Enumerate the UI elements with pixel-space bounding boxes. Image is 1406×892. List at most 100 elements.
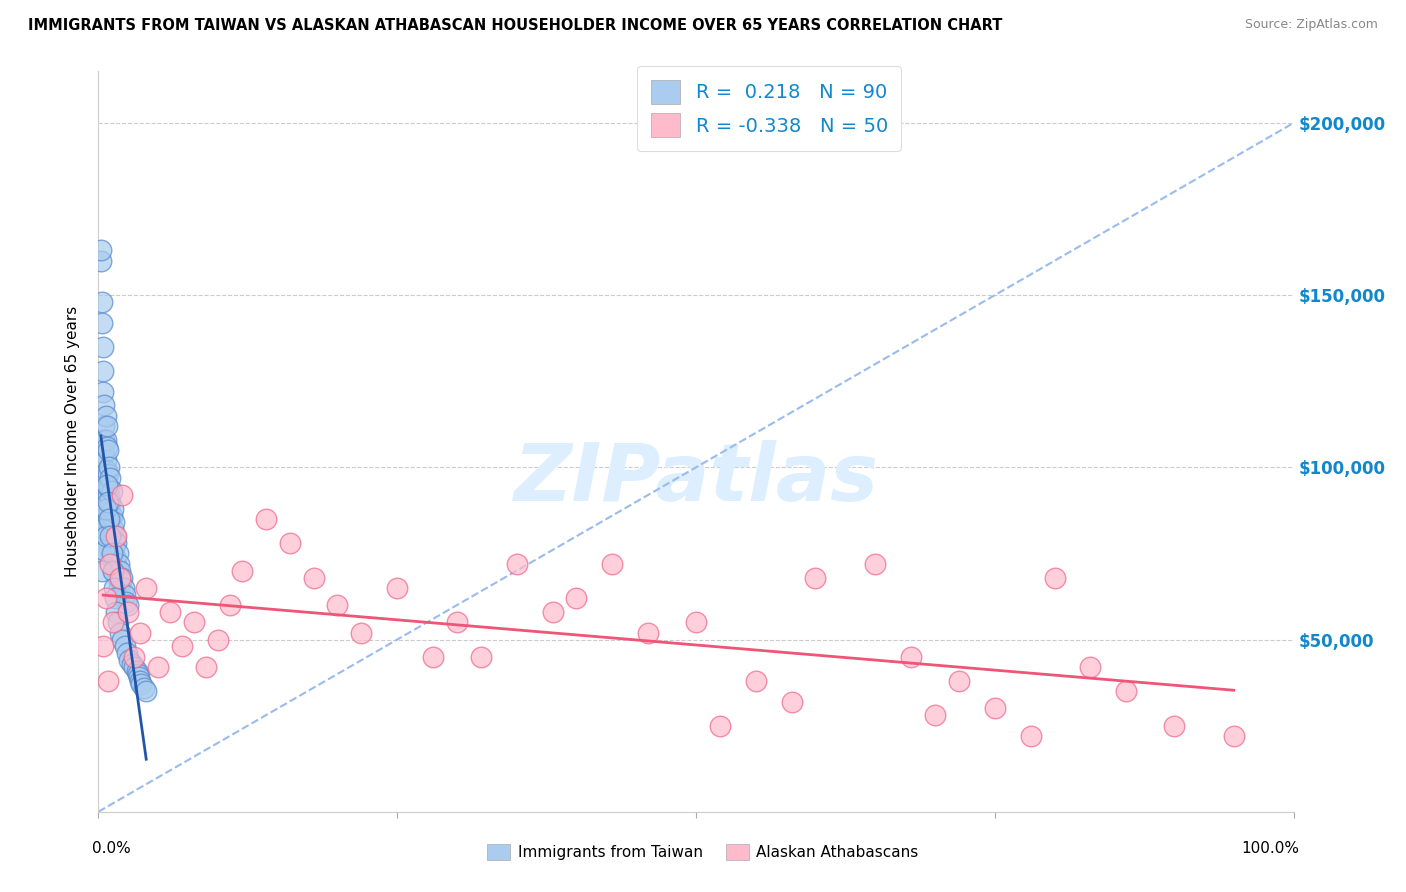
Point: [103, 557, 125, 571]
Point: [121, 657, 143, 671]
Point: [91, 384, 114, 399]
Point: [91, 295, 114, 310]
Legend: Immigrants from Taiwan, Alaskan Athabascans: Immigrants from Taiwan, Alaskan Athabasc…: [481, 838, 925, 866]
Point: [108, 570, 131, 584]
Point: [115, 595, 138, 609]
Point: [94, 467, 117, 482]
Point: [91, 522, 114, 536]
Point: [278, 536, 301, 550]
Point: [90, 244, 112, 258]
Point: [91, 640, 114, 654]
Point: [637, 625, 659, 640]
Point: [948, 673, 970, 688]
Text: IMMIGRANTS FROM TAIWAN VS ALASKAN ATHABASCAN HOUSEHOLDER INCOME OVER 65 YEARS CO: IMMIGRANTS FROM TAIWAN VS ALASKAN ATHABA…: [28, 18, 1002, 33]
Point: [127, 667, 149, 681]
Point: [111, 488, 134, 502]
Point: [124, 649, 146, 664]
Point: [101, 522, 124, 536]
Point: [105, 536, 128, 550]
Point: [98, 460, 121, 475]
Point: [103, 581, 125, 595]
Point: [100, 508, 122, 523]
Point: [107, 546, 129, 560]
Point: [385, 581, 409, 595]
Point: [93, 419, 115, 434]
Point: [541, 605, 564, 619]
Point: [105, 557, 128, 571]
Point: [148, 660, 170, 674]
Point: [565, 591, 588, 606]
Point: [96, 501, 118, 516]
Point: [111, 570, 134, 584]
Point: [96, 419, 118, 434]
Point: [101, 564, 124, 578]
Point: [129, 673, 152, 688]
Point: [1043, 570, 1066, 584]
Point: [97, 495, 120, 509]
Point: [107, 581, 129, 595]
Point: [506, 557, 529, 571]
Point: [98, 522, 121, 536]
Text: Source: ZipAtlas.com: Source: ZipAtlas.com: [1244, 18, 1378, 31]
Point: [94, 409, 117, 423]
Point: [103, 536, 125, 550]
Point: [350, 625, 373, 640]
Point: [117, 598, 139, 612]
Point: [107, 615, 129, 630]
Point: [97, 673, 120, 688]
Point: [98, 471, 122, 485]
Point: [1163, 718, 1185, 732]
Point: [98, 557, 122, 571]
Point: [91, 364, 114, 378]
Point: [98, 481, 121, 495]
Point: [1115, 684, 1137, 698]
Point: [104, 591, 127, 606]
Point: [104, 529, 127, 543]
Point: [96, 464, 118, 478]
Point: [94, 453, 117, 467]
Point: [97, 467, 120, 482]
Point: [117, 605, 139, 619]
Point: [108, 564, 131, 578]
Point: [115, 646, 138, 660]
Point: [93, 447, 115, 461]
Point: [100, 549, 122, 564]
Point: [97, 488, 120, 502]
Point: [114, 588, 136, 602]
Point: [96, 477, 118, 491]
Point: [422, 649, 444, 664]
Point: [924, 708, 946, 723]
Point: [101, 501, 124, 516]
Point: [112, 581, 135, 595]
Point: [129, 625, 152, 640]
Point: [207, 632, 229, 647]
Point: [709, 718, 731, 732]
Y-axis label: Householder Income Over 65 years: Householder Income Over 65 years: [65, 306, 80, 577]
Point: [98, 529, 122, 543]
Point: [101, 615, 124, 630]
Point: [602, 557, 624, 571]
Point: [91, 316, 114, 330]
Point: [94, 529, 117, 543]
Point: [90, 546, 112, 560]
Point: [98, 543, 121, 558]
Point: [302, 570, 325, 584]
Point: [108, 625, 131, 640]
Point: [96, 440, 118, 454]
Point: [97, 512, 120, 526]
Point: [780, 694, 803, 708]
Point: [101, 543, 124, 558]
Point: [446, 615, 468, 630]
Point: [93, 433, 115, 447]
Point: [105, 529, 128, 543]
Point: [254, 512, 277, 526]
Point: [107, 570, 129, 584]
Point: [804, 570, 827, 584]
Point: [100, 484, 122, 499]
Point: [183, 615, 205, 630]
Point: [98, 516, 122, 530]
Point: [128, 670, 150, 684]
Point: [231, 564, 253, 578]
Point: [93, 398, 115, 412]
Point: [172, 640, 194, 654]
